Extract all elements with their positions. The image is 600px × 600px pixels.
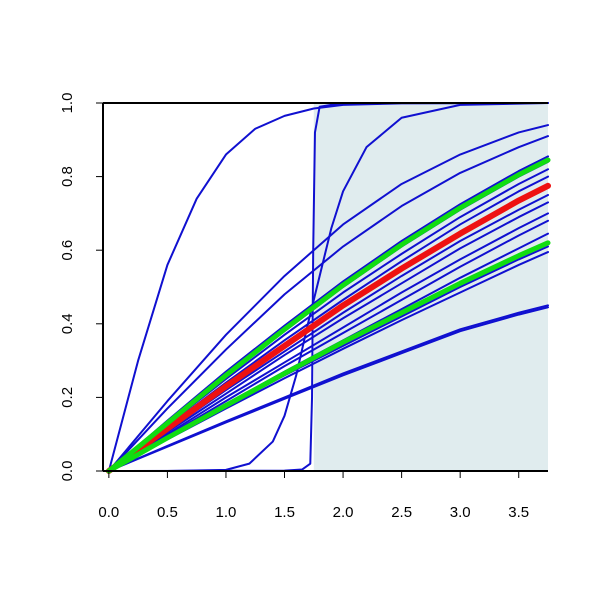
x-tick-label: 2.0 bbox=[333, 504, 354, 521]
x-tick-label: 1.5 bbox=[274, 504, 295, 521]
y-tick-label: 1.0 bbox=[59, 93, 76, 114]
x-tick-label: 0.5 bbox=[157, 504, 178, 521]
y-tick-label: 0.8 bbox=[59, 166, 76, 187]
series-line-blue-10 bbox=[107, 201, 549, 472]
y-tick-label: 0.4 bbox=[59, 313, 76, 334]
series-line-blue-0 bbox=[107, 102, 549, 472]
series-line-green-19 bbox=[106, 157, 551, 474]
x-tick-label: 1.0 bbox=[216, 504, 237, 521]
x-tick-label: 3.0 bbox=[450, 504, 471, 521]
series-line-blue-3 bbox=[107, 135, 549, 472]
y-tick-label: 0.6 bbox=[59, 240, 76, 261]
series-line-blue-11 bbox=[107, 212, 549, 472]
series-line-green-20 bbox=[106, 240, 551, 474]
x-tick-label: 2.5 bbox=[391, 504, 412, 521]
y-tick-label: 0.0 bbox=[59, 461, 76, 482]
series-line-blue-4 bbox=[107, 124, 549, 472]
series-line-blue-17 bbox=[107, 306, 549, 472]
shaded-region bbox=[313, 103, 548, 471]
y-tick-label: 0.2 bbox=[59, 387, 76, 408]
x-tick-label: 0.0 bbox=[98, 504, 119, 521]
series-line-blue-12 bbox=[107, 219, 549, 472]
x-tick-label: 3.5 bbox=[508, 504, 529, 521]
series-line-red-18 bbox=[105, 182, 551, 474]
